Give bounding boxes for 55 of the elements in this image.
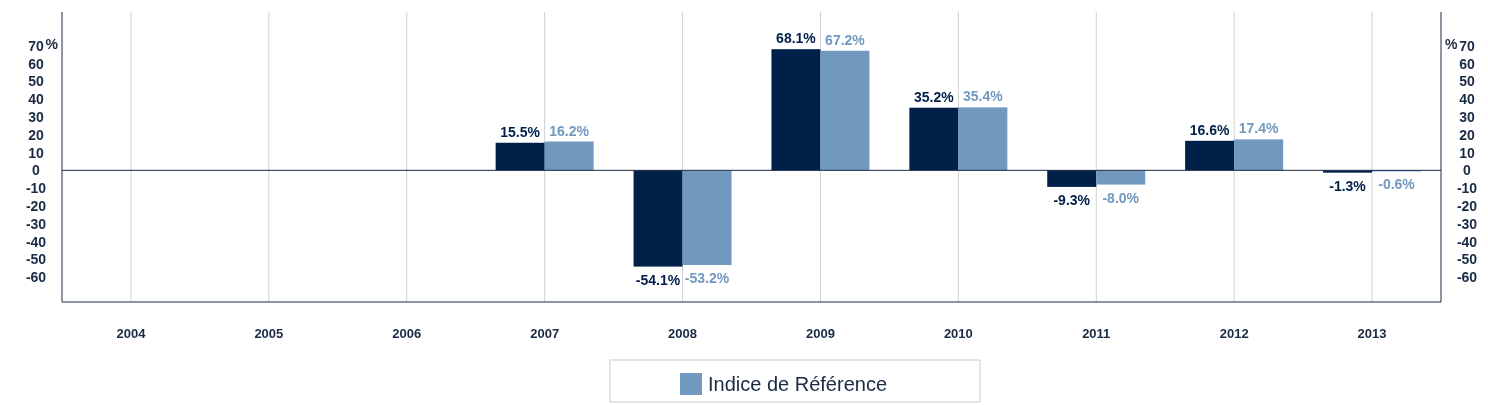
data-label: 35.2% xyxy=(914,88,955,105)
y2-tick-label: 20 xyxy=(1459,126,1475,143)
data-label: 35.4% xyxy=(963,88,1004,105)
data-label: -8.0% xyxy=(1102,189,1140,206)
y-tick-label: 60 xyxy=(28,55,44,72)
data-label: -0.6% xyxy=(1378,176,1416,193)
y2-tick-label: -30 xyxy=(1456,215,1478,232)
y-tick-label: -50 xyxy=(25,251,47,268)
x-tick-label: 2010 xyxy=(943,326,973,341)
y-tick-label: 40 xyxy=(28,91,44,108)
y2-tick-label: 10 xyxy=(1459,144,1475,161)
data-label: 16.2% xyxy=(549,122,590,139)
y-tick-label: 50 xyxy=(28,73,44,90)
y2-tick-label: -60 xyxy=(1456,269,1478,286)
y-axis-title: % xyxy=(45,35,59,52)
data-label: -53.2% xyxy=(684,269,730,286)
x-tick-label: 2013 xyxy=(1357,326,1387,341)
x-tick-label: 2005 xyxy=(254,326,284,341)
y2-tick-label: -50 xyxy=(1456,251,1478,268)
y2-tick-label: -40 xyxy=(1456,233,1478,250)
x-tick-label: 2004 xyxy=(116,326,147,341)
y-tick-label: 30 xyxy=(28,108,44,125)
y2-tick-label: 30 xyxy=(1459,108,1475,125)
y2-tick-label: 70 xyxy=(1459,37,1475,54)
y-tick-label: 70 xyxy=(28,37,44,54)
x-tick-label: 2009 xyxy=(805,326,835,341)
data-label: -54.1% xyxy=(635,271,681,288)
x-tick-label: 2011 xyxy=(1082,326,1111,341)
y2-tick-label: 50 xyxy=(1459,73,1475,90)
y2-tick-label: -20 xyxy=(1456,197,1478,214)
legend-label: Indice de Référence xyxy=(708,373,888,395)
data-label: 15.5% xyxy=(500,123,541,140)
x-tick-label: 2008 xyxy=(668,326,698,341)
y2-axis-title: % xyxy=(1445,35,1458,52)
x-tick-label: 2007 xyxy=(530,326,560,341)
x-tick-label: 2006 xyxy=(392,326,422,341)
x-tick-label: 2012 xyxy=(1219,326,1249,341)
y-tick-label: 20 xyxy=(28,126,44,143)
y-tick-label: 0 xyxy=(32,162,41,179)
y-tick-label: -20 xyxy=(25,197,47,214)
data-label: 16.6% xyxy=(1189,121,1231,138)
y2-tick-label: 0 xyxy=(1463,162,1472,179)
y-tick-label: -60 xyxy=(25,269,47,286)
y2-tick-label: 40 xyxy=(1459,91,1475,108)
data-label: -1.3% xyxy=(1329,177,1367,194)
y-tick-label: -10 xyxy=(25,180,47,197)
data-label: 67.2% xyxy=(825,31,866,48)
data-label: 68.1% xyxy=(776,30,817,47)
y-tick-label: -30 xyxy=(25,215,47,232)
y-tick-label: 10 xyxy=(28,144,44,161)
data-label: 17.4% xyxy=(1238,120,1280,137)
y2-tick-label: -10 xyxy=(1456,180,1478,197)
y2-tick-label: 60 xyxy=(1459,55,1475,72)
y-tick-label: -40 xyxy=(25,233,47,250)
data-label: -9.3% xyxy=(1053,191,1091,208)
